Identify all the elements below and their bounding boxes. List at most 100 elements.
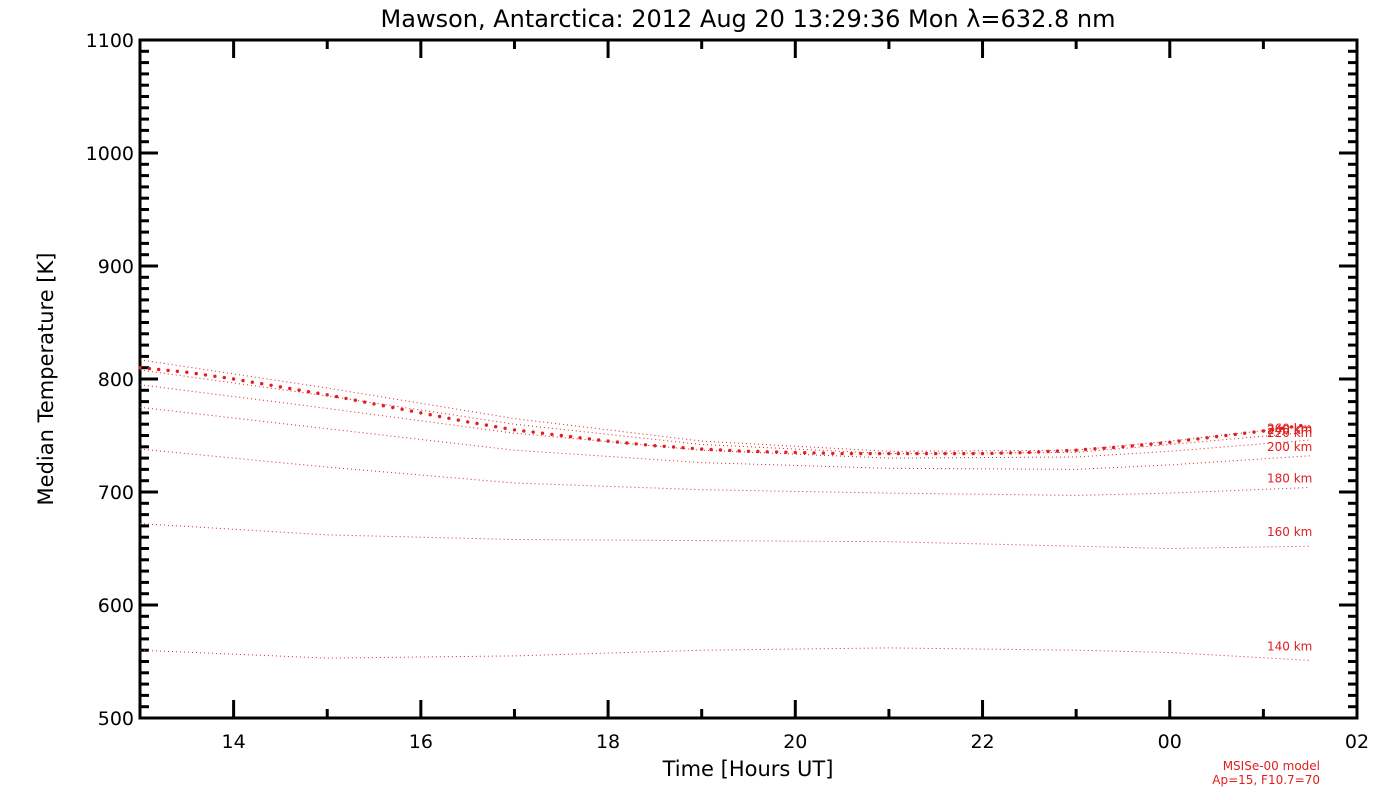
measured-point	[868, 451, 872, 456]
x-tick-label: 16	[409, 731, 433, 753]
measured-point	[980, 451, 985, 456]
measured-point	[447, 416, 451, 420]
measured-point	[278, 385, 283, 389]
measured-point	[1074, 448, 1078, 452]
measured-point	[737, 449, 741, 453]
measured-point	[568, 434, 573, 439]
y-tick-label: 500	[98, 708, 134, 730]
measured-point	[1289, 425, 1294, 429]
measured-point	[784, 450, 788, 454]
measured-point	[1027, 450, 1032, 455]
measured-point	[952, 451, 957, 456]
measured-point	[934, 451, 938, 456]
model-line-label: 140 km	[1267, 639, 1312, 653]
measured-point	[1140, 443, 1144, 447]
measured-point	[475, 421, 479, 426]
measured-point	[353, 398, 357, 402]
measured-point	[709, 447, 713, 452]
measured-point	[887, 451, 891, 456]
measured-point	[1018, 451, 1022, 455]
model-series-lines	[139, 359, 1311, 661]
measured-point	[503, 426, 507, 430]
y-tick-labels: 500 600 700 800 900 1000 1100	[86, 30, 134, 730]
measured-point	[1158, 441, 1163, 445]
measured-point	[849, 451, 854, 456]
y-tick-label: 700	[98, 482, 134, 504]
measured-point	[681, 446, 685, 450]
chart-title: Mawson, Antarctica: 2012 Aug 20 13:29:36…	[381, 5, 1116, 33]
measured-point	[494, 425, 498, 429]
measured-point	[157, 367, 161, 372]
measured-point	[437, 414, 442, 419]
measured-point	[653, 444, 657, 448]
measured-point	[1214, 434, 1219, 439]
measured-point	[999, 451, 1003, 455]
measured-point	[746, 449, 751, 453]
measured-point	[915, 451, 919, 456]
measured-point	[344, 396, 348, 401]
measured-point	[1168, 440, 1172, 444]
measured-point	[288, 386, 292, 391]
measured-series-points	[138, 366, 1303, 456]
y-tick-label: 800	[98, 369, 134, 391]
plot-frame	[138, 38, 1359, 720]
measured-point	[634, 442, 638, 446]
x-tick-label: 14	[222, 731, 246, 753]
measured-point	[896, 451, 900, 456]
measured-point	[971, 451, 975, 456]
measured-point	[718, 448, 723, 452]
measured-point	[372, 402, 376, 406]
measured-point	[297, 388, 301, 392]
measured-point	[1102, 446, 1106, 450]
measured-point	[803, 451, 807, 455]
measured-point	[241, 378, 245, 383]
measured-point	[175, 369, 180, 373]
measured-point	[1093, 447, 1097, 451]
measured-point	[606, 439, 610, 443]
measured-point	[531, 430, 535, 434]
x-tick-labels: 14 16 18 20 22 00 02	[222, 731, 1370, 753]
measured-point	[774, 450, 779, 454]
measured-point	[222, 375, 226, 380]
measured-point	[643, 443, 648, 447]
measured-point	[597, 438, 601, 442]
measured-point	[1083, 447, 1088, 452]
measured-point	[203, 373, 208, 377]
measured-point	[615, 440, 620, 444]
measured-point	[1130, 444, 1135, 448]
measured-point	[522, 429, 526, 433]
model-line-180-km	[139, 448, 1311, 496]
model-line-220-km	[139, 384, 1311, 459]
measured-point	[391, 405, 395, 410]
measured-point	[1046, 449, 1050, 454]
measured-point	[550, 432, 554, 437]
model-line-label: 260 km	[1267, 421, 1312, 435]
measured-point	[1224, 433, 1228, 438]
measured-point	[1243, 431, 1247, 435]
measured-point	[540, 431, 545, 435]
measured-point	[1299, 423, 1303, 428]
measured-point	[821, 451, 826, 455]
y-tick-label: 1000	[86, 143, 134, 165]
measured-point	[409, 409, 414, 413]
measured-point	[587, 437, 592, 441]
y-tick-label: 900	[98, 256, 134, 278]
measured-point	[166, 368, 170, 373]
measured-point	[924, 451, 929, 456]
y-axis-label: Median Temperature [K]	[34, 253, 58, 506]
measured-point	[990, 451, 994, 456]
measured-point	[1196, 437, 1200, 441]
x-tick-label: 02	[1345, 731, 1369, 753]
model-line-260-km	[139, 359, 1311, 452]
measured-point	[831, 451, 835, 456]
measured-point	[700, 447, 704, 451]
measured-point	[812, 451, 816, 455]
measured-point	[316, 391, 320, 395]
measured-point	[765, 450, 769, 454]
model-line-label: 200 km	[1267, 440, 1312, 454]
model-line-label: 220 km	[1267, 426, 1312, 440]
measured-point	[1055, 449, 1060, 453]
measured-point	[484, 423, 489, 427]
measured-point	[728, 448, 732, 453]
